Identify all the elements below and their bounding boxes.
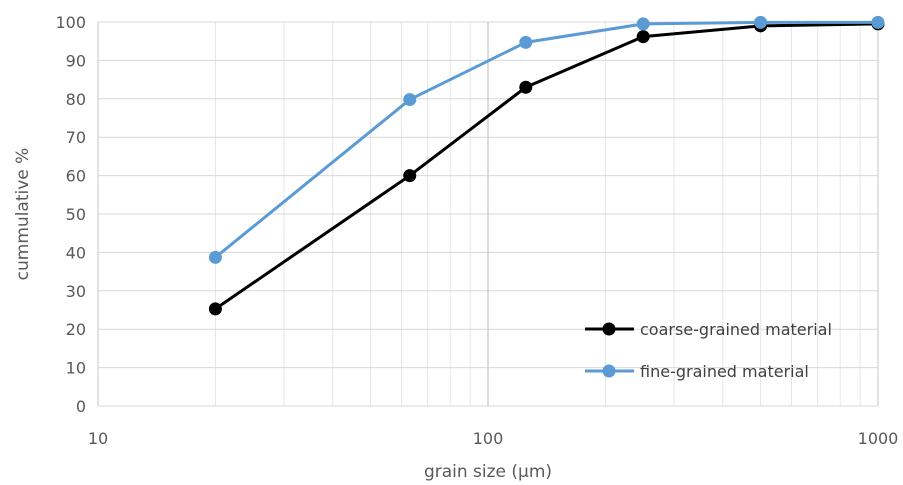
y-tick-label: 0 xyxy=(76,397,86,416)
series-line xyxy=(214,22,879,311)
data-point xyxy=(403,93,417,107)
series-fine xyxy=(208,15,885,264)
legend: coarse-grained material fine-grained mate… xyxy=(585,320,832,381)
y-tick-label: 100 xyxy=(55,13,86,32)
y-tick-label: 80 xyxy=(66,90,86,109)
legend-label: coarse-grained material xyxy=(640,320,832,339)
x-tick-label: 100 xyxy=(473,429,504,448)
y-tick-label: 10 xyxy=(66,359,86,378)
x-tick-label: 1000 xyxy=(858,429,899,448)
data-point xyxy=(403,169,417,183)
data-point xyxy=(208,302,222,316)
y-tick-label: 30 xyxy=(66,282,86,301)
legend-swatch-marker xyxy=(602,322,616,336)
y-axis-title: cummulative % xyxy=(13,148,33,281)
data-point xyxy=(636,30,650,44)
y-tick-label: 50 xyxy=(66,205,86,224)
y-tick-label: 90 xyxy=(66,51,86,70)
x-axis-title: grain size (µm) xyxy=(424,462,552,482)
x-axis-tick-labels: 10 100 1000 xyxy=(88,429,899,448)
series-layer xyxy=(208,15,885,316)
data-point xyxy=(754,15,768,29)
series-coarse xyxy=(208,17,885,316)
data-point xyxy=(871,15,885,29)
series-line xyxy=(214,20,878,259)
y-axis-tick-labels: 0 10 20 30 40 50 60 70 80 90 100 xyxy=(55,13,86,416)
y-tick-label: 20 xyxy=(66,320,86,339)
data-point xyxy=(519,80,533,94)
legend-label: fine-grained material xyxy=(640,362,809,381)
plot-area-border xyxy=(97,21,879,407)
data-point xyxy=(519,35,533,49)
x-tick-label: 10 xyxy=(88,429,108,448)
y-tick-label: 40 xyxy=(66,243,86,262)
y-tick-label: 60 xyxy=(66,167,86,186)
data-point xyxy=(636,17,650,31)
legend-swatch-marker xyxy=(602,364,616,378)
data-point xyxy=(208,250,222,264)
y-tick-label: 70 xyxy=(66,128,86,147)
